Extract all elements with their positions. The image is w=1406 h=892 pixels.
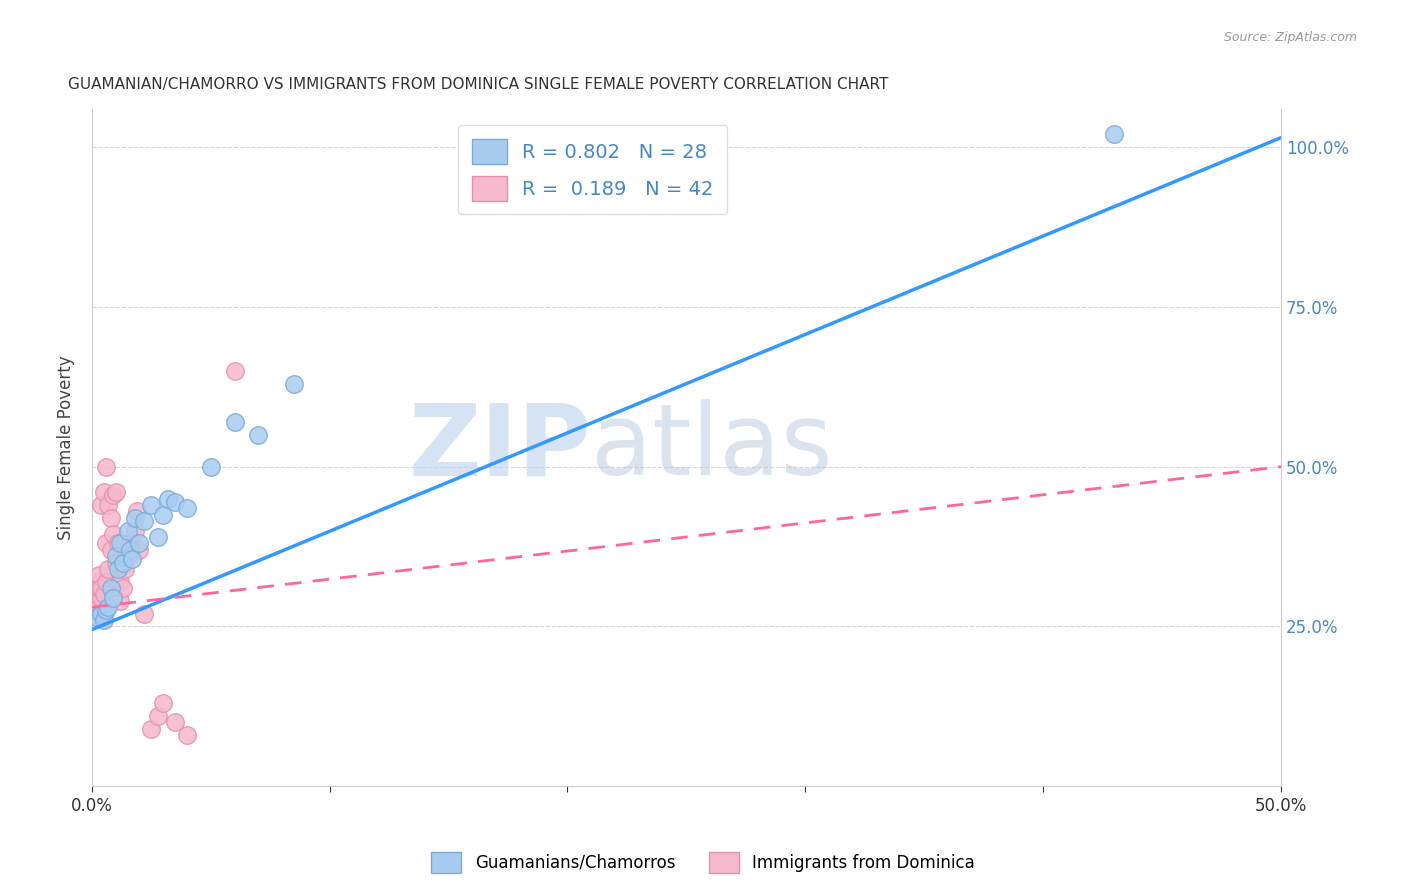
Point	[86, 587, 108, 601]
Point	[247, 427, 270, 442]
Point	[165, 715, 187, 730]
Point	[104, 556, 127, 570]
Point	[117, 524, 139, 538]
Legend: Guamanians/Chamorros, Immigrants from Dominica: Guamanians/Chamorros, Immigrants from Do…	[425, 846, 981, 880]
Legend: R = 0.802   N = 28, R =  0.189   N = 42: R = 0.802 N = 28, R = 0.189 N = 42	[458, 126, 727, 214]
Point	[117, 549, 139, 563]
Point	[111, 581, 134, 595]
Point	[224, 364, 246, 378]
Point	[90, 581, 112, 595]
Point	[152, 508, 174, 522]
Point	[90, 607, 112, 621]
Point	[124, 510, 146, 524]
Point	[104, 549, 127, 563]
Text: atlas: atlas	[592, 399, 832, 496]
Point	[118, 536, 141, 550]
Point	[90, 498, 112, 512]
Point	[83, 607, 105, 621]
Point	[107, 536, 129, 550]
Point	[176, 501, 198, 516]
Point	[141, 722, 163, 736]
Point	[94, 459, 117, 474]
Point	[83, 597, 105, 611]
Point	[110, 594, 132, 608]
Point	[87, 600, 110, 615]
Point	[93, 485, 115, 500]
Point	[121, 552, 143, 566]
Point	[125, 504, 148, 518]
Point	[128, 536, 150, 550]
Point	[90, 591, 112, 605]
Point	[100, 581, 122, 595]
Point	[103, 591, 125, 605]
Point	[124, 524, 146, 538]
Point	[200, 459, 222, 474]
Point	[97, 498, 120, 512]
Point	[110, 574, 132, 589]
Point	[97, 600, 120, 615]
Point	[111, 556, 134, 570]
Point	[148, 530, 170, 544]
Point	[104, 485, 127, 500]
Text: GUAMANIAN/CHAMORRO VS IMMIGRANTS FROM DOMINICA SINGLE FEMALE POVERTY CORRELATION: GUAMANIAN/CHAMORRO VS IMMIGRANTS FROM DO…	[67, 78, 889, 93]
Point	[283, 376, 305, 391]
Point	[87, 581, 110, 595]
Point	[128, 542, 150, 557]
Point	[148, 709, 170, 723]
Point	[94, 603, 117, 617]
Point	[86, 594, 108, 608]
Point	[100, 542, 122, 557]
Point	[86, 574, 108, 589]
Point	[114, 562, 136, 576]
Point	[134, 514, 156, 528]
Point	[94, 574, 117, 589]
Point	[100, 510, 122, 524]
Point	[110, 536, 132, 550]
Text: ZIP: ZIP	[408, 399, 592, 496]
Point	[224, 415, 246, 429]
Point	[176, 728, 198, 742]
Point	[103, 488, 125, 502]
Point	[87, 568, 110, 582]
Point	[93, 607, 115, 621]
Point	[1104, 128, 1126, 142]
Point	[86, 610, 108, 624]
Point	[134, 607, 156, 621]
Point	[141, 498, 163, 512]
Point	[152, 696, 174, 710]
Point	[107, 562, 129, 576]
Point	[103, 526, 125, 541]
Point	[93, 613, 115, 627]
Y-axis label: Single Female Poverty: Single Female Poverty	[58, 355, 75, 540]
Point	[93, 587, 115, 601]
Point	[94, 536, 117, 550]
Point	[97, 562, 120, 576]
Point	[165, 495, 187, 509]
Text: Source: ZipAtlas.com: Source: ZipAtlas.com	[1223, 31, 1357, 45]
Point	[156, 491, 179, 506]
Point	[118, 542, 141, 557]
